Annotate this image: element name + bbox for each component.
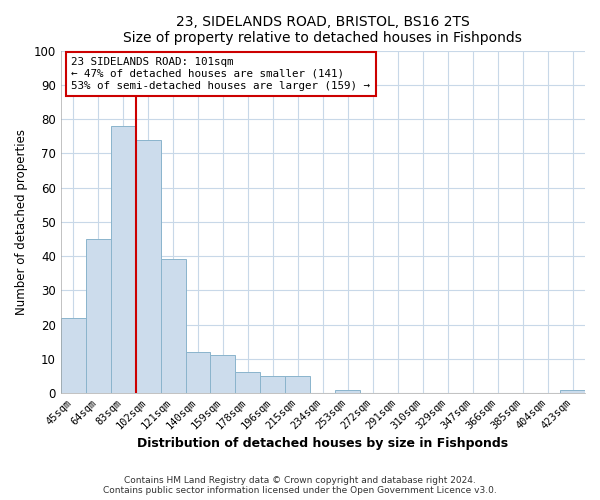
Bar (211, 356, 235, 393)
Bar (560, 390, 585, 393)
Bar (86, 239, 110, 393)
Bar (61, 318, 86, 393)
Text: Contains HM Land Registry data © Crown copyright and database right 2024.
Contai: Contains HM Land Registry data © Crown c… (103, 476, 497, 495)
Bar (161, 260, 185, 393)
Bar (335, 390, 360, 393)
Title: 23, SIDELANDS ROAD, BRISTOL, BS16 2TS
Size of property relative to detached hous: 23, SIDELANDS ROAD, BRISTOL, BS16 2TS Si… (124, 15, 522, 45)
Y-axis label: Number of detached properties: Number of detached properties (15, 129, 28, 315)
Text: 23 SIDELANDS ROAD: 101sqm
← 47% of detached houses are smaller (141)
53% of semi: 23 SIDELANDS ROAD: 101sqm ← 47% of detac… (71, 58, 370, 90)
Bar (286, 376, 310, 393)
Bar (136, 140, 161, 393)
Bar (185, 352, 211, 393)
X-axis label: Distribution of detached houses by size in Fishponds: Distribution of detached houses by size … (137, 437, 508, 450)
Bar (110, 126, 136, 393)
Bar (260, 376, 286, 393)
Bar (235, 372, 260, 393)
